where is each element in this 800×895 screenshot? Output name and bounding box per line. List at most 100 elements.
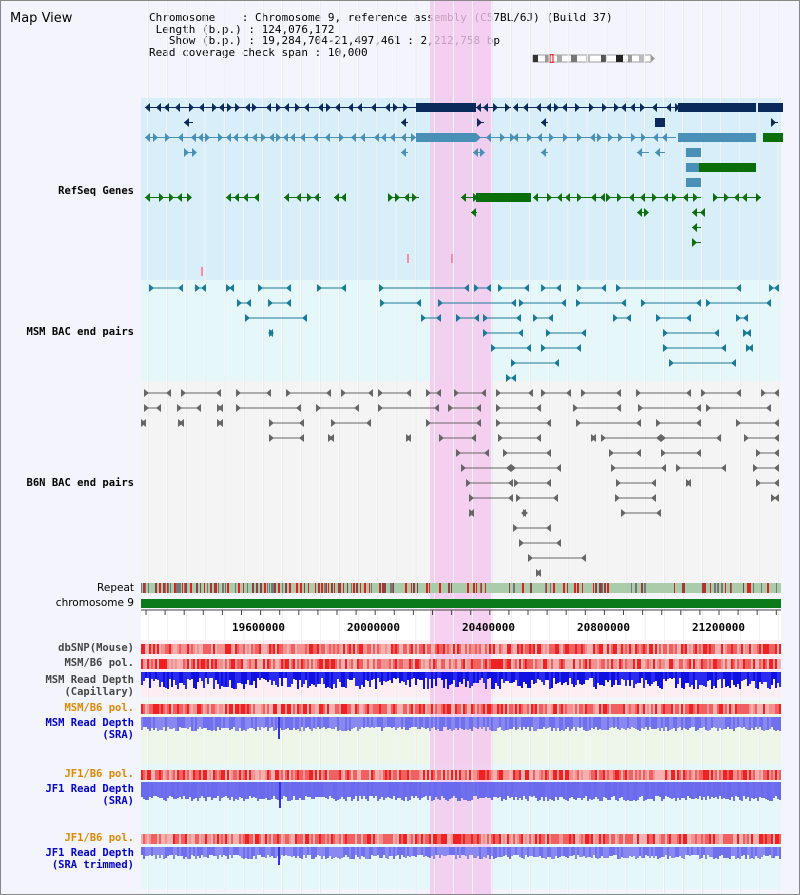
depth-bar <box>703 847 705 855</box>
heat-cell <box>593 659 595 669</box>
depth-bar <box>349 717 351 731</box>
depth-bar <box>415 672 417 685</box>
heat-cell <box>541 770 543 780</box>
depth-bar <box>545 782 547 797</box>
heat-cell <box>241 659 243 669</box>
depth-bar <box>261 782 263 799</box>
bac-end <box>469 509 474 517</box>
depth-bar <box>273 672 275 681</box>
bac-end <box>611 464 616 472</box>
heat-cell <box>387 659 389 669</box>
heat-cell <box>701 704 703 714</box>
heat-cell <box>419 770 421 780</box>
heat-cell <box>525 834 527 844</box>
depth-bar <box>431 717 433 728</box>
heat-cell <box>339 704 341 714</box>
heat-cell <box>595 834 597 844</box>
depth-bar <box>215 782 217 798</box>
gene-arrow <box>513 133 518 142</box>
heat-cell <box>473 770 475 780</box>
heat-cell <box>487 659 489 669</box>
depth-bar <box>201 672 203 681</box>
depth-bar <box>303 782 305 800</box>
heat-cell <box>493 659 495 669</box>
bac-end <box>616 479 621 487</box>
gene-arrow <box>412 193 417 202</box>
depth-bar <box>741 847 743 856</box>
depth-bar <box>761 672 763 684</box>
depth-bar <box>261 847 263 857</box>
depth-bar <box>517 672 519 686</box>
depth-bar <box>149 672 151 688</box>
heat-cell <box>185 644 187 654</box>
depth-bar <box>193 782 195 799</box>
heat-cell <box>283 834 285 844</box>
bac-end <box>663 344 668 352</box>
heat-cell <box>633 704 635 714</box>
heat-cell <box>643 644 645 654</box>
heat-cell <box>303 659 305 669</box>
heat-cell <box>323 770 325 780</box>
heat-cell <box>375 834 377 844</box>
heat-cell <box>627 644 629 654</box>
depth-bar <box>461 782 463 798</box>
repeat-element <box>218 583 219 593</box>
heat-cell <box>329 644 331 654</box>
heat-cell <box>637 704 639 714</box>
heat-cell <box>269 770 271 780</box>
depth-bar <box>517 782 519 800</box>
depth-bar <box>775 672 777 688</box>
depth-bar <box>267 847 269 855</box>
heat-cell <box>173 770 175 780</box>
depth-bar <box>383 717 385 728</box>
depth-bar <box>379 717 381 727</box>
depth-bar <box>747 672 749 686</box>
heat-cell <box>489 644 491 654</box>
bac-end <box>481 389 486 397</box>
depth-bar <box>671 717 673 729</box>
heat-cell <box>619 834 621 844</box>
heat-cell <box>315 644 317 654</box>
depth-bar <box>315 672 317 687</box>
depth-bar <box>651 717 653 729</box>
heat-cell <box>521 834 523 844</box>
heat-cell <box>573 834 575 844</box>
depth-bar <box>175 847 177 855</box>
depth-bar <box>255 717 257 731</box>
depth-bar <box>251 672 253 685</box>
gene-exon <box>686 178 701 187</box>
heat-cell <box>661 704 663 714</box>
heat-cell <box>509 659 511 669</box>
heat-cell <box>277 770 279 780</box>
repeat-element <box>339 583 341 593</box>
heat-cell <box>255 834 257 844</box>
heat-cell <box>385 704 387 714</box>
heat-cell <box>693 834 695 844</box>
heat-cell <box>761 659 763 669</box>
heat-cell <box>159 659 161 669</box>
depth-bar <box>353 717 355 728</box>
heat-cell <box>745 770 747 780</box>
depth-bar <box>503 847 505 856</box>
depth-bar <box>447 717 449 730</box>
heat-cell <box>163 704 165 714</box>
depth-bar <box>143 782 145 799</box>
heat-cell <box>503 659 505 669</box>
heat-cell <box>345 770 347 780</box>
heat-cell <box>281 770 283 780</box>
heat-cell <box>559 644 561 654</box>
heat-cell <box>357 704 359 714</box>
gene-arrow <box>284 103 289 112</box>
heat-cell <box>529 834 531 844</box>
depth-bar <box>347 717 349 730</box>
repeat-element <box>144 583 145 593</box>
msm-b6-pol-sra-label: MSM/B6 pol. <box>64 702 134 714</box>
depth-bar <box>261 717 263 727</box>
depth-bar <box>397 782 399 798</box>
heat-cell <box>485 704 487 714</box>
depth-bar <box>371 782 373 796</box>
repeat-element <box>749 583 750 593</box>
heat-cell <box>545 659 547 669</box>
heat-cell <box>497 659 499 669</box>
